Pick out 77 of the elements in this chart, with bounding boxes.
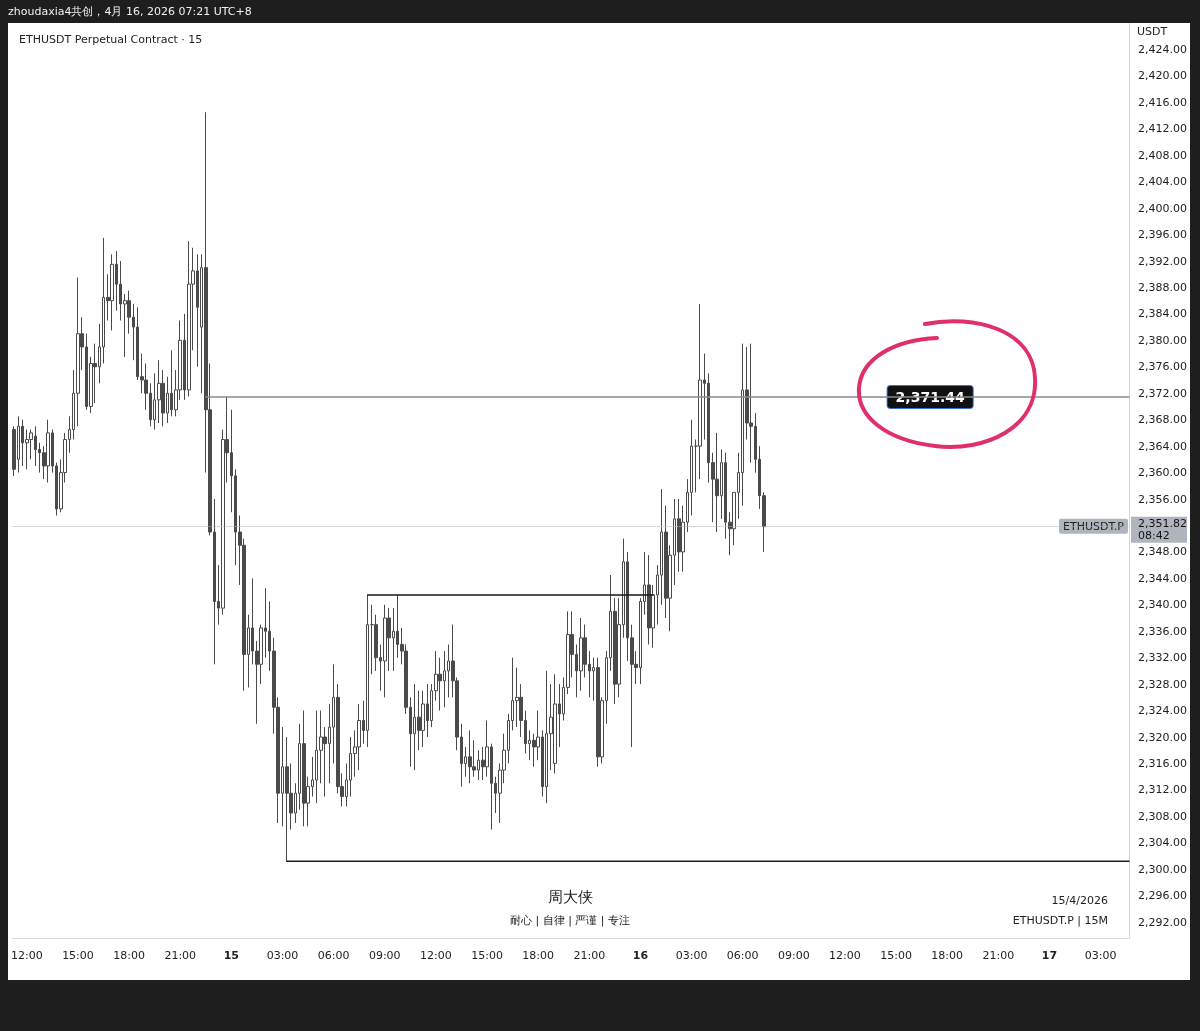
y-tick-label: 2,416.00: [1138, 95, 1187, 109]
y-tick-label: 2,312.00: [1138, 783, 1187, 797]
y-tick-label: 2,328.00: [1138, 677, 1187, 691]
x-tick-label: 18:00: [931, 949, 964, 962]
candlestick: [468, 729, 472, 784]
y-tick-label: 2,292.00: [1138, 915, 1187, 929]
y-tick-label: 2,356.00: [1138, 492, 1187, 506]
y-axis-title: USDT: [1137, 25, 1168, 38]
y-tick-label: 2,372.00: [1138, 386, 1187, 400]
x-tick-label: 21:00: [982, 949, 1015, 962]
x-tick-label: 21:00: [573, 949, 606, 962]
x-tick-label: 06:00: [317, 949, 350, 962]
y-tick-label: 2,384.00: [1138, 307, 1187, 321]
y-tick-label: 2,412.00: [1138, 122, 1187, 136]
x-tick-label: 15: [223, 949, 240, 962]
y-tick-label: 2,308.00: [1138, 809, 1187, 823]
y-tick-label: 2,332.00: [1138, 651, 1187, 665]
text: ETHUSDT Perpetual Contract · 15: [19, 33, 203, 46]
candlestick: [553, 673, 557, 774]
y-tick-label: 2,304.00: [1138, 836, 1187, 850]
x-tick-label: 12:00: [10, 949, 43, 962]
x-tick-label: 18:00: [113, 949, 145, 962]
text: 2,351.82: [1138, 516, 1187, 530]
annotation: 周大侠: [547, 887, 593, 906]
y-tick-label: 2,296.00: [1138, 889, 1187, 903]
candlestick: [647, 554, 651, 645]
y-tick-label: 2,380.00: [1138, 333, 1187, 347]
x-tick-label: 16: [632, 949, 649, 962]
candlestick: [46, 419, 50, 483]
candlestick: [110, 253, 114, 331]
text: 08:42: [1138, 528, 1170, 542]
x-tick-label: 12:00: [420, 949, 452, 962]
candlestick: [383, 604, 387, 698]
candlestick: [596, 657, 600, 768]
y-tick-label: 2,396.00: [1138, 228, 1187, 242]
annotation: 耐心 | 自律 | 严谨 | 专注: [509, 914, 631, 927]
y-tick-label: 2,364.00: [1138, 439, 1187, 453]
y-tick-label: 2,340.00: [1138, 598, 1187, 612]
y-tick-label: 2,424.00: [1138, 42, 1187, 56]
y-tick-label: 2,400.00: [1138, 201, 1187, 215]
y-tick-label: 2,404.00: [1138, 175, 1187, 189]
y-tick-label: 2,300.00: [1138, 862, 1187, 876]
candlestick: [366, 594, 369, 748]
candlestick: [715, 432, 719, 533]
y-tick-label: 2,376.00: [1138, 360, 1187, 374]
x-tick-label: 03:00: [266, 949, 299, 962]
candlestick: [370, 604, 374, 675]
x-tick-label: 21:00: [164, 949, 197, 962]
y-tick-label: 2,360.00: [1138, 466, 1187, 480]
y-tick-label: 2,392.00: [1138, 254, 1187, 268]
annotation: 15/4/2026: [1051, 894, 1108, 907]
x-tick-label: 15:00: [62, 949, 94, 962]
y-tick-label: 2,316.00: [1138, 756, 1187, 770]
x-tick-label: 09:00: [777, 949, 810, 962]
candlestick: [302, 710, 306, 827]
x-tick-label: 03:00: [675, 949, 708, 962]
x-tick-label: 15:00: [880, 949, 912, 962]
y-tick-label: 2,368.00: [1138, 413, 1187, 427]
x-tick-label: 18:00: [522, 949, 555, 962]
y-tick-label: 2,336.00: [1138, 624, 1187, 638]
y-tick-label: 2,348.00: [1138, 545, 1187, 559]
y-tick-label: 2,320.00: [1138, 730, 1187, 744]
x-tick-label: 03:00: [1084, 949, 1117, 962]
y-tick-label: 2,420.00: [1138, 69, 1187, 83]
y-tick-label: 2,408.00: [1138, 148, 1187, 162]
x-tick-label: 15:00: [471, 949, 503, 962]
text: zhoudaxia4共创，4月 16, 2026 07:21 UTC+8: [8, 4, 252, 19]
x-tick-label: 17: [1041, 949, 1058, 962]
y-tick-label: 2,388.00: [1138, 280, 1187, 294]
x-tick-label: 09:00: [368, 949, 401, 962]
x-tick-label: 12:00: [829, 949, 861, 962]
x-tick-label: 06:00: [726, 949, 759, 962]
candlestick: [187, 240, 191, 398]
y-tick-label: 2,324.00: [1138, 704, 1187, 718]
annotation: ETHUSDT.P | 15M: [1012, 914, 1108, 927]
y-tick-label: 2,344.00: [1138, 571, 1187, 585]
ref-line-label: ETHUSDT.P: [1063, 519, 1125, 533]
